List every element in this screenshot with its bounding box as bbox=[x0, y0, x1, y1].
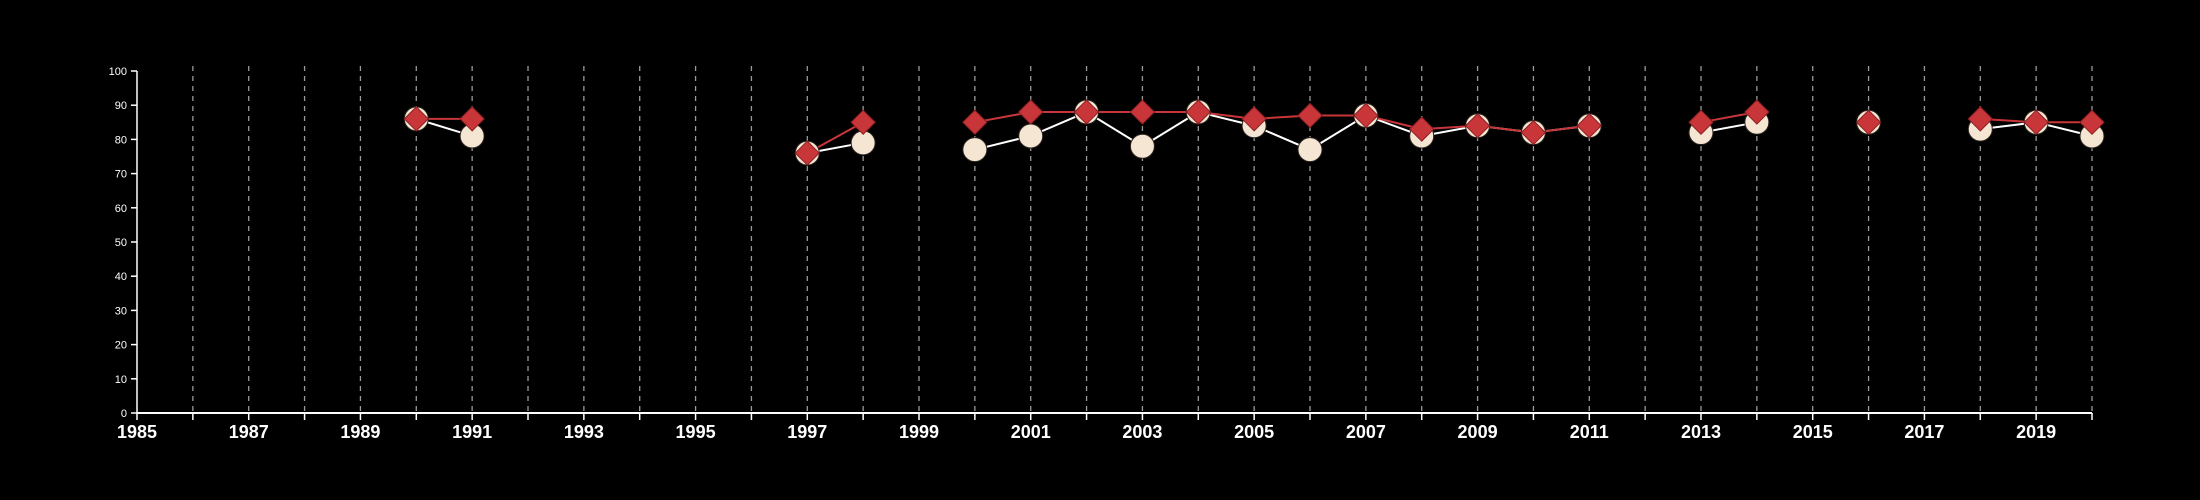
x-tick-label: 1985 bbox=[117, 422, 157, 442]
series-2-point bbox=[1129, 99, 1156, 125]
x-tick-label: 2003 bbox=[1122, 422, 1162, 442]
series-2-point bbox=[1185, 99, 1211, 125]
y-tick-label: 60 bbox=[115, 203, 127, 215]
y-tick-label: 30 bbox=[115, 305, 127, 317]
x-tick-label: 2019 bbox=[2016, 422, 2056, 442]
x-tick-label: 2015 bbox=[1793, 422, 1833, 442]
x-tick-label: 1999 bbox=[899, 422, 939, 442]
x-tick-label: 2017 bbox=[1904, 422, 1944, 442]
series-2-point bbox=[1967, 106, 1993, 132]
series-2-point bbox=[1297, 102, 1323, 129]
x-tick-label: 1997 bbox=[787, 422, 827, 442]
series-1-point bbox=[962, 137, 988, 163]
series-2-point bbox=[1520, 119, 1547, 146]
y-tick-label: 20 bbox=[115, 340, 127, 352]
x-tick-label: 1993 bbox=[564, 422, 604, 442]
series-2-point bbox=[1688, 109, 1714, 136]
series-2-point bbox=[1464, 113, 1491, 139]
series bbox=[403, 99, 2105, 166]
axes: 0 10 20 30 40 50 60 70 80 90 100 1985 1987 1989 1991 19… bbox=[109, 66, 2093, 442]
series-2-point bbox=[1744, 99, 1770, 125]
x-tick-label: 1991 bbox=[452, 422, 492, 442]
series-2-point bbox=[459, 106, 485, 132]
series-2-point bbox=[794, 140, 820, 166]
y-tick-label: 40 bbox=[115, 271, 127, 283]
series-1-point bbox=[1297, 137, 1323, 163]
y-tick-label: 90 bbox=[115, 100, 127, 112]
x-tick-label: 1995 bbox=[676, 422, 716, 442]
series-2-point bbox=[1073, 99, 1100, 125]
x-tick-label: 2013 bbox=[1681, 422, 1721, 442]
y-tick-label: 10 bbox=[115, 374, 127, 386]
series-1-point bbox=[1129, 133, 1155, 159]
series-1-point bbox=[1018, 123, 1044, 149]
series-2-point bbox=[962, 109, 988, 136]
series-2-point bbox=[2023, 109, 2049, 136]
series-2-point bbox=[1241, 106, 1267, 132]
x-tick-label: 2009 bbox=[1458, 422, 1498, 442]
series-2-point bbox=[1855, 109, 1882, 136]
x-tick-label: 1987 bbox=[229, 422, 269, 442]
series-2-point bbox=[1018, 99, 1044, 125]
series-2-point bbox=[1409, 116, 1435, 142]
y-tick-label: 100 bbox=[109, 66, 127, 78]
y-tick-label: 80 bbox=[115, 134, 127, 146]
series-2-point bbox=[1353, 102, 1379, 129]
y-tick-label: 50 bbox=[115, 237, 127, 249]
x-tick-label: 2005 bbox=[1234, 422, 1274, 442]
y-tick-label: 0 bbox=[121, 408, 127, 420]
x-tick-label: 2007 bbox=[1346, 422, 1386, 442]
x-tick-label: 2001 bbox=[1011, 422, 1051, 442]
gridlines bbox=[192, 66, 2093, 413]
y-tick-label: 70 bbox=[115, 169, 127, 181]
series-2-point bbox=[2079, 109, 2105, 136]
x-tick-label: 1989 bbox=[340, 422, 380, 442]
series-2-point bbox=[850, 109, 876, 136]
x-tick-label: 2011 bbox=[1570, 422, 1609, 442]
series-2-point bbox=[403, 106, 429, 132]
series-2-point bbox=[1576, 113, 1602, 139]
